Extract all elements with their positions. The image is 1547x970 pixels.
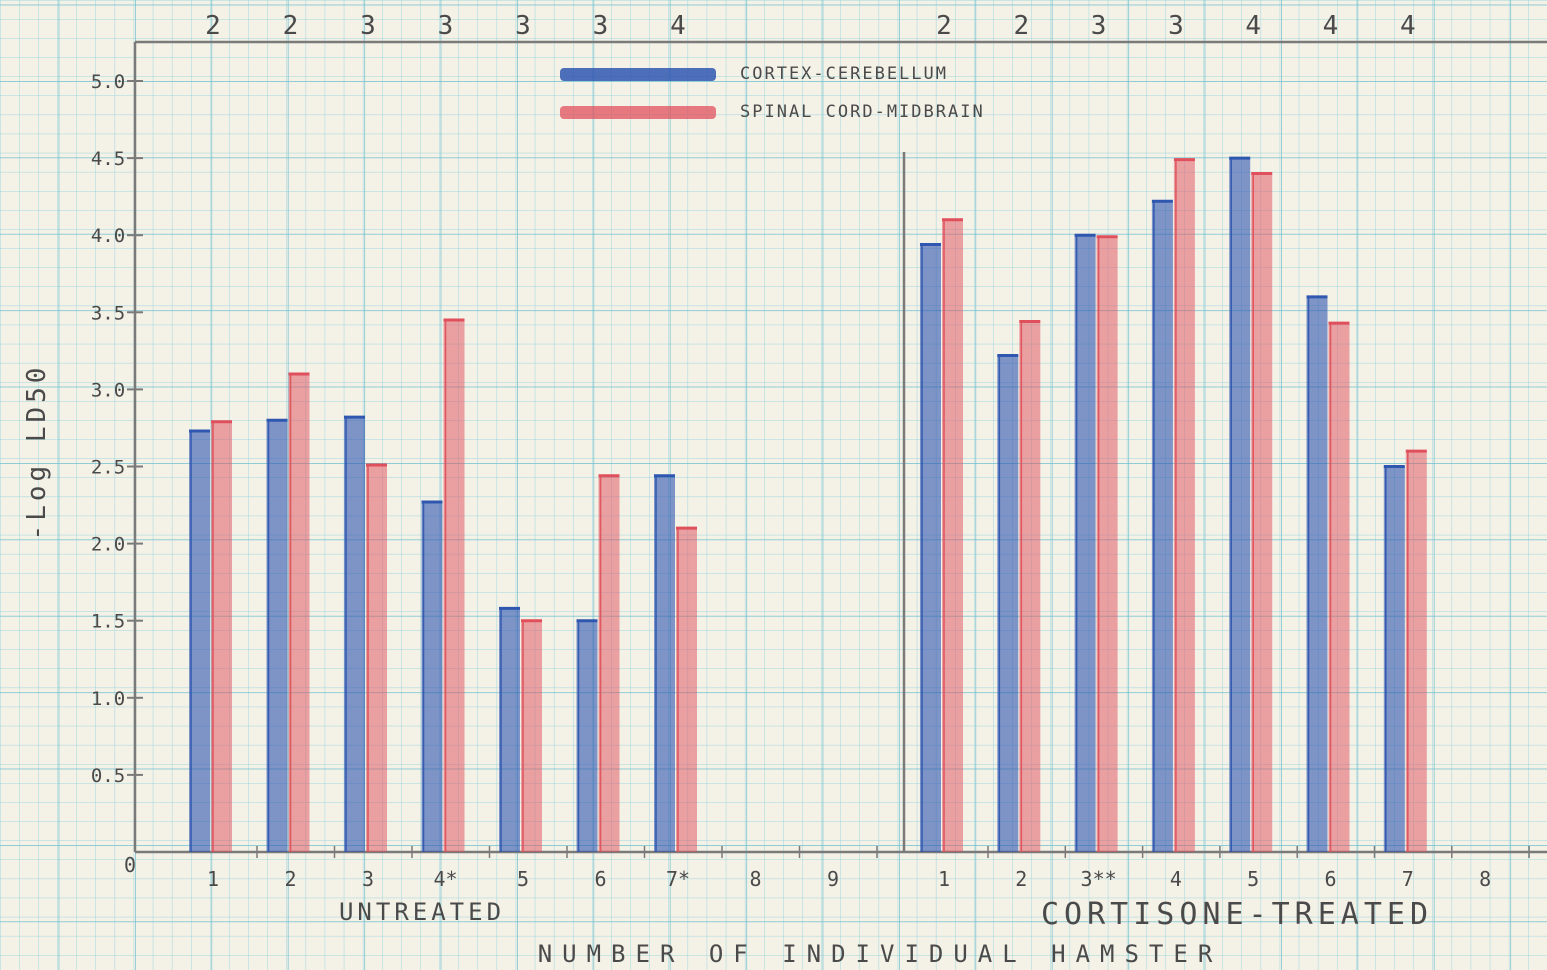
y-tick-label: 4.5 [91,148,125,170]
top-count-label: 3 [593,11,609,41]
top-count-label: 3 [1091,11,1107,41]
y-tick-label: 5.0 [91,71,125,93]
bar-spinal-cord-midbrain [942,219,963,852]
bar-cortex-cerebellum [1074,235,1096,852]
bar-cortex-cerebellum [344,417,365,852]
bar-spinal-cord-midbrain [598,475,620,852]
top-count-label: 3 [438,11,454,41]
legend: CORTEX-CEREBELLUM SPINAL CORD-MIDBRAIN [560,64,985,122]
x-tick-label: 6 [594,867,606,891]
x-axis-label: NUMBER OF INDIVIDUAL HAMSTER [538,940,1223,968]
bar-cortex-cerebellum [920,244,941,852]
x-tick-label: 6 [1324,867,1336,891]
bar-cortex-cerebellum [1229,158,1251,853]
top-count-label: 4 [1400,11,1416,41]
bar-cortex-cerebellum [421,501,443,852]
bar-spinal-cord-midbrain [1328,323,1350,852]
x-tick-label: 5 [517,867,529,891]
bar-spinal-cord-midbrain [211,421,232,852]
x-tick-label: 8 [1479,867,1491,891]
y-tick-label: 2.0 [91,534,125,556]
top-count-label: 2 [936,11,952,41]
x-tick-label: 8 [749,867,761,891]
y-tick-label: 3.0 [91,379,125,401]
bar-spinal-cord-midbrain [1173,159,1195,853]
bar-cortex-cerebellum [576,620,598,852]
bar-spinal-cord-midbrain [676,528,697,852]
group-label-cortisone: CORTISONE-TREATED [1041,897,1433,932]
x-tick-label: 2 [1015,867,1027,891]
bar-cortex-cerebellum [1383,466,1405,852]
origin-label: 0 [124,853,136,877]
x-tick-label: 4* [433,867,457,891]
top-count-label: 4 [670,11,686,41]
y-tick-label: 1.0 [91,688,125,710]
top-count-label: 4 [1323,11,1339,41]
x-tick-label: 2 [284,867,296,891]
x-tick-label: 3 [362,867,374,891]
x-tick-label: 7* [666,867,690,891]
bar-spinal-cord-midbrain [366,464,387,852]
y-tick-label: 0.5 [91,765,125,787]
bar-cortex-cerebellum [1151,201,1173,852]
x-tick-label: 3** [1081,867,1117,891]
legend-label-spinal: SPINAL CORD-MIDBRAIN [740,102,985,122]
legend-label-cortex: CORTEX-CEREBELLUM [740,64,948,84]
y-axis-label: -Log LD50 [22,364,52,541]
bars [189,156,1427,853]
x-tick-label: 4 [1170,867,1182,891]
bar-spinal-cord-midbrain [1019,321,1041,852]
top-count-label: 2 [283,11,299,41]
legend-swatch-spinal [560,106,716,119]
x-tick-label: 7 [1402,867,1414,891]
y-tick-label: 1.5 [91,611,125,633]
bar-spinal-cord-midbrain [1251,173,1273,852]
labels: 0.5 1.0 1.5 2.0 2.5 3.0 3.5 4.0 4.5 5.0 0 1 2 2 2 3 3 4* 3… [91,11,1491,891]
top-count-label: 4 [1245,11,1261,41]
top-count-label: 3 [360,11,376,41]
x-tick-label: 1 [938,867,950,891]
x-tick-label: 5 [1247,867,1259,891]
legend-swatch-cortex [560,68,716,81]
bar-cortex-cerebellum [189,431,210,852]
bar-cortex-cerebellum [654,475,675,852]
bar-spinal-cord-midbrain [288,373,310,852]
top-count-label: 2 [1013,11,1029,41]
top-count-label: 2 [205,11,221,41]
top-count-label: 3 [1168,11,1184,41]
y-tick-label: 3.5 [91,302,125,324]
bar-cortex-cerebellum [499,608,520,852]
bar-spinal-cord-midbrain [1405,451,1427,852]
x-tick-label: 9 [827,867,839,891]
bar-cortex-cerebellum [266,420,288,852]
y-tick-label: 4.0 [91,225,125,247]
bar-spinal-cord-midbrain [443,320,465,852]
group-label-untreated: UNTREATED [339,898,505,926]
bar-spinal-cord-midbrain [1096,236,1118,852]
x-tick-label: 1 [207,867,219,891]
top-count-label: 3 [515,11,531,41]
bar-cortex-cerebellum [1306,296,1328,852]
y-tick-label: 2.5 [91,457,125,479]
bar-spinal-cord-midbrain [521,620,542,852]
bar-cortex-cerebellum [997,355,1019,852]
